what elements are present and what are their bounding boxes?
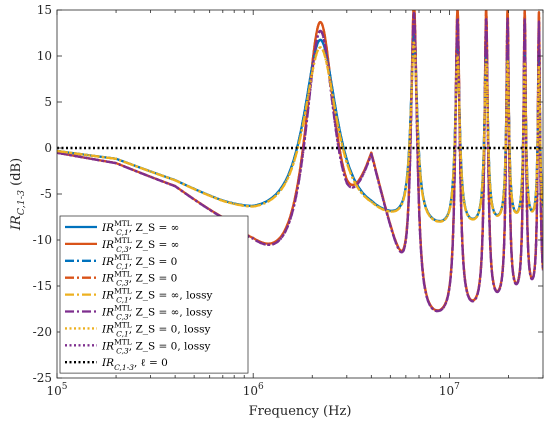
y-tick-label: -15 [33, 279, 52, 293]
series-line-7 [57, 41, 543, 223]
x-tick-label: 106 [243, 382, 264, 398]
legend-entry-label: IRMTL C,1, Z_S = 0 [101, 253, 177, 271]
legend-entry-label: IRC,1-3, ℓ = 0 [101, 357, 168, 372]
y-tick-label: -20 [33, 325, 52, 339]
x-tick-label: 107 [439, 382, 460, 398]
legend-entry-label: IRMTL C,1, Z_S = ∞, lossy [101, 287, 213, 305]
y-tick-label: 15 [37, 3, 52, 17]
series-line-8 [57, 11, 543, 313]
y-tick-label: -10 [33, 233, 52, 247]
legend-entry-label: IRMTL C,3, Z_S = 0 [101, 270, 177, 288]
legend-entry-label: IRMTL C,3, Z_S = ∞, lossy [101, 304, 213, 322]
y-tick-label: -25 [33, 371, 52, 385]
x-axis-label: Frequency (Hz) [249, 404, 352, 419]
legend-entry-label: IRMTL C,3, Z_S = ∞ [101, 236, 179, 254]
legend-entry-label: IRMTL C,3, Z_S = 0, lossy [101, 337, 210, 355]
y-tick-label: 10 [37, 49, 52, 63]
y-tick-label: -5 [40, 187, 52, 201]
legend: IRMTL C,1, Z_S = ∞IRMTL C,3, Z_S = ∞IRMTL C… [59, 215, 249, 374]
legend-box [59, 215, 249, 374]
x-tick-label: 105 [46, 382, 67, 398]
y-tick-label: 0 [44, 141, 52, 155]
legend-entry-label: IRMTL C,1, Z_S = ∞ [101, 219, 179, 237]
y-axis-label: IRC,1-3 (dB) [9, 158, 27, 231]
y-tick-label: 5 [44, 95, 52, 109]
legend-entry-label: IRMTL C,1, Z_S = 0, lossy [101, 320, 210, 338]
series-layer [57, 10, 543, 313]
